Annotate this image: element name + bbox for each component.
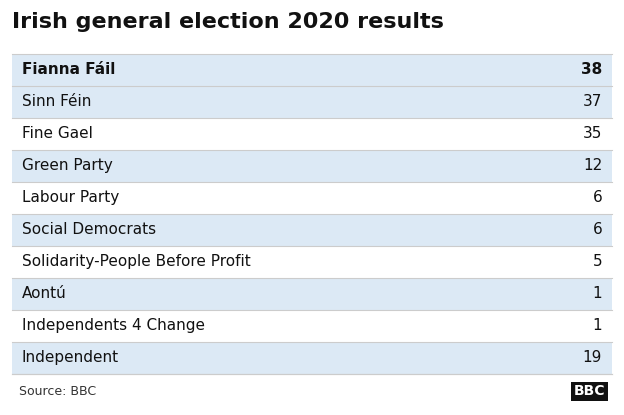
Text: 1: 1 — [593, 318, 602, 333]
Text: Irish general election 2020 results: Irish general election 2020 results — [12, 12, 444, 32]
Text: Social Democrats: Social Democrats — [22, 222, 156, 237]
Text: 6: 6 — [592, 222, 602, 237]
Text: Independent: Independent — [22, 350, 119, 365]
Text: Aontú: Aontú — [22, 286, 67, 301]
Text: 12: 12 — [583, 158, 602, 173]
Text: Fianna Fáil: Fianna Fáil — [22, 62, 115, 78]
Text: 6: 6 — [592, 190, 602, 205]
Text: BBC: BBC — [574, 384, 605, 398]
Text: Labour Party: Labour Party — [22, 190, 119, 205]
Text: Sinn Féin: Sinn Féin — [22, 94, 91, 110]
Text: 5: 5 — [593, 254, 602, 269]
Text: Independents 4 Change: Independents 4 Change — [22, 318, 205, 333]
Text: Source: BBC: Source: BBC — [19, 386, 96, 398]
Text: Fine Gael: Fine Gael — [22, 126, 93, 142]
Text: 35: 35 — [583, 126, 602, 142]
Text: 38: 38 — [581, 62, 602, 78]
Text: Green Party: Green Party — [22, 158, 112, 173]
Text: 1: 1 — [593, 286, 602, 301]
Text: 19: 19 — [583, 350, 602, 365]
Text: 37: 37 — [583, 94, 602, 110]
Text: Solidarity-People Before Profit: Solidarity-People Before Profit — [22, 254, 251, 269]
